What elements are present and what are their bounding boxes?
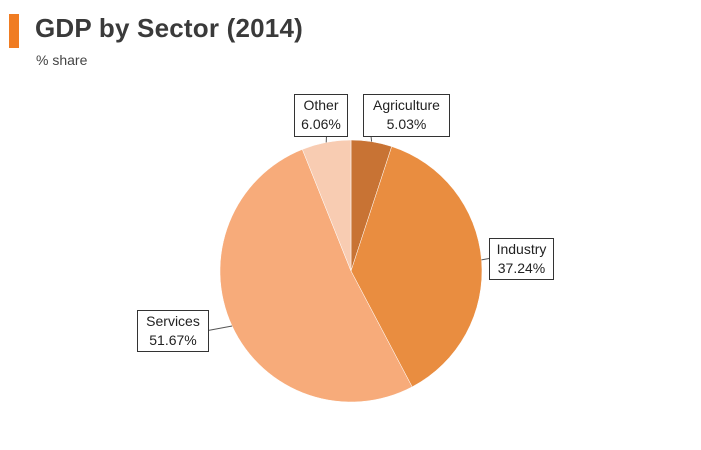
label-box-services: [137, 310, 209, 352]
slice-label-industry: Industry: [497, 241, 547, 257]
leader-line-industry: [481, 258, 490, 261]
slice-value-other: 6.06%: [301, 116, 341, 132]
slice-value-industry: 37.24%: [498, 260, 545, 276]
chart-title: GDP by Sector (2014): [35, 13, 303, 43]
label-box-agriculture: [363, 94, 450, 137]
label-box-other: [294, 94, 348, 137]
slice-value-agriculture: 5.03%: [387, 116, 427, 132]
pie-slice-services: [219, 149, 413, 403]
leader-line-services: [207, 325, 233, 331]
slice-value-services: 51.67%: [149, 332, 196, 348]
label-box-industry: [489, 238, 554, 280]
pie-slice-industry: [350, 146, 483, 388]
chart-subtitle: % share: [36, 52, 88, 68]
slice-label-agriculture: Agriculture: [373, 97, 440, 113]
slice-label-other: Other: [303, 97, 338, 113]
slice-label-services: Services: [146, 313, 200, 329]
title-accent-bar: [9, 14, 19, 48]
